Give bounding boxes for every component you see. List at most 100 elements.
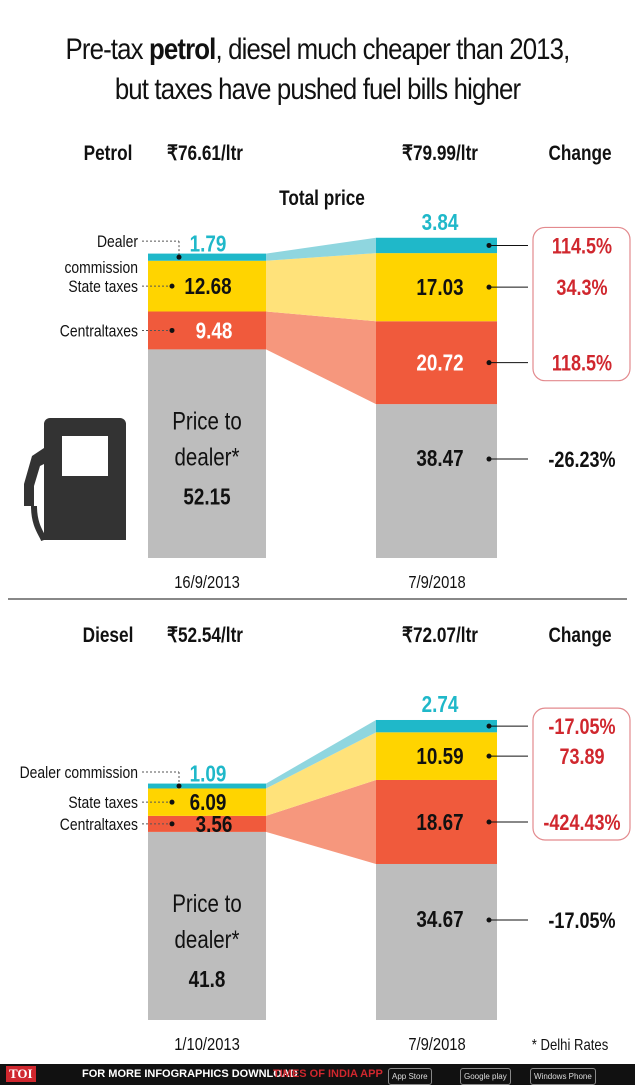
diesel-change-dealer: -17.05% [548,716,615,740]
petrol-price-label-2: dealer* [175,442,240,470]
diesel-price-label-2: dealer* [175,925,240,953]
diesel-value-state-1: 10.59 [416,744,463,769]
diesel-bar-price-1 [376,863,497,1020]
diesel-change-price: -17.05% [548,909,615,933]
petrol-left-label-central-0-group: Centraltaxes [60,322,138,341]
petrol-value-price-0-group: 52.15 [183,485,230,510]
petrol-value-state-1-group: 17.03 [416,275,463,300]
diesel-change-dealer-group: -17.05% [548,716,615,740]
footer-bar: TOI FOR MORE INFOGRAPHICS DOWNLOAD TIMES… [0,1064,635,1085]
app-store-badge[interactable]: App Store [388,1068,432,1085]
diesel-value-state-1-group: 10.59 [416,744,463,769]
diesel-bar-dealer-1 [376,719,497,733]
petrol-left-label-state-0-group: State taxes [68,278,138,297]
petrol-value-price-1-group: 38.47 [416,446,463,471]
diesel-value-central-1-group: 18.67 [416,810,463,835]
diesel-change-box [532,707,631,841]
diesel-date-1-group: 7/9/2018 [408,1035,465,1055]
diesel-left-label-central-0-group: Centraltaxes [60,816,138,835]
petrol-date-0: 16/9/2013 [174,573,240,593]
diesel-band-state [266,732,376,816]
petrol-left-label-dealer-0: Dealer [97,233,138,252]
petrol-left-label-dealer-0-group: Dealer [97,233,138,252]
petrol-left-label-central-0: Centraltaxes [60,322,138,341]
petrol-date-1: 7/9/2018 [408,573,465,593]
petrol-value-central-1-group: 20.72 [416,351,463,376]
petrol-change-dealer-group: 114.5% [552,235,612,259]
diesel-change-price-group: -17.05% [548,909,615,933]
petrol-bar-dealer-1 [376,237,497,254]
diesel-change-state-group: 73.89 [559,746,604,770]
petrol-value-dealer-0: 1.79 [190,232,227,257]
petrol-total-after: ₹79.99/ltr [402,143,478,166]
diesel-value-dealer-1-group: 2.74 [422,692,459,717]
total-price-label-group: Total price [279,188,365,211]
diesel-value-central-1: 18.67 [416,810,463,835]
petrol-change-header: Change [548,143,611,166]
diesel-left-label-dealer-0: Dealer commission [20,764,138,783]
diesel-date-1: 7/9/2018 [408,1035,465,1055]
petrol-value-central-0-group: 9.48 [196,319,233,344]
diesel-value-state-0-group: 6.09 [190,790,227,815]
petrol-change-state-group: 34.3% [556,277,607,301]
petrol-dot-dealer [176,254,182,260]
petrol-value-price-1: 38.47 [416,446,463,471]
diesel-date-0: 1/10/2013 [174,1035,240,1055]
diesel-bar-dealer-0 [148,783,266,789]
petrol-band-central [266,311,376,405]
petrol-value-central-0: 9.48 [196,319,233,344]
diesel-value-price-1-group: 34.67 [416,907,463,932]
diesel-bar-price-0 [148,831,266,1020]
diesel-bar-central-0 [148,815,266,832]
diesel-value-central-0-group: 3.56 [196,812,233,837]
petrol-band-dealer [266,237,376,261]
petrol-bar-price-0 [148,349,266,558]
diesel-total-before-group: ₹52.54/ltr [167,625,243,648]
petrol-band-state [266,253,376,322]
diesel-total-after-group: ₹72.07/ltr [402,625,478,648]
diesel-value-price-0: 41.8 [189,967,226,992]
petrol-change-state: 34.3% [556,277,607,301]
diesel-bar-state-1 [376,732,497,780]
petrol-change-dealer: 114.5% [552,235,612,259]
petrol-bar-central-1 [376,321,497,405]
diesel-bar-central-1 [376,779,497,864]
diesel-change-state: 73.89 [559,746,604,770]
petrol-date-1-group: 7/9/2018 [408,573,465,593]
fuel-pump-nozzle [24,448,44,506]
fuel-pump-body [44,418,126,540]
petrol-bar-dealer-0 [148,253,266,261]
footer-text: FOR MORE INFOGRAPHICS DOWNLOAD [82,1068,298,1080]
petrol-change-price-group: -26.23% [548,448,615,472]
petrol-value-dealer-0-group: 1.79 [190,232,227,257]
diesel-price-label-2-group: dealer* [175,925,240,953]
diesel-price-label-1-group: Price to [172,889,241,917]
diesel-total-after: ₹72.07/ltr [402,625,478,648]
petrol-dot-state [169,283,175,289]
petrol-change-header-group: Change [548,143,611,166]
diesel-header: Diesel [83,625,134,648]
petrol-total-after-group: ₹79.99/ltr [402,143,478,166]
fuel-pump-icon [24,418,126,542]
diesel-value-price-0-group: 41.8 [189,967,226,992]
diesel-left-label-dealer-0-group: Dealer commission [20,764,138,783]
diesel-change-header-group: Change [548,625,611,648]
petrol-value-central-1: 20.72 [416,351,463,376]
toi-logo: TOI [6,1066,36,1082]
windows-phone-badge[interactable]: Windows Phone [530,1068,596,1085]
diesel-value-state-0: 6.09 [190,790,227,815]
petrol-total-before-group: ₹76.61/ltr [167,143,243,166]
footnote-group: * Delhi Rates [532,1037,609,1054]
diesel-band-central [266,779,376,864]
diesel-dot-central [169,821,175,827]
google-play-badge[interactable]: Google play [460,1068,511,1085]
diesel-change-header: Change [548,625,611,648]
footer-app-name: TIMES OF INDIA APP [273,1068,383,1080]
petrol-left-label-dealer-1-group: commission [64,259,138,278]
diesel-value-dealer-0-group: 1.09 [190,762,227,787]
diesel-left-label-central-0: Centraltaxes [60,816,138,835]
diesel-dot-state [169,799,175,805]
petrol-change-price: -26.23% [548,448,615,472]
petrol-value-state-0-group: 12.68 [184,274,231,299]
